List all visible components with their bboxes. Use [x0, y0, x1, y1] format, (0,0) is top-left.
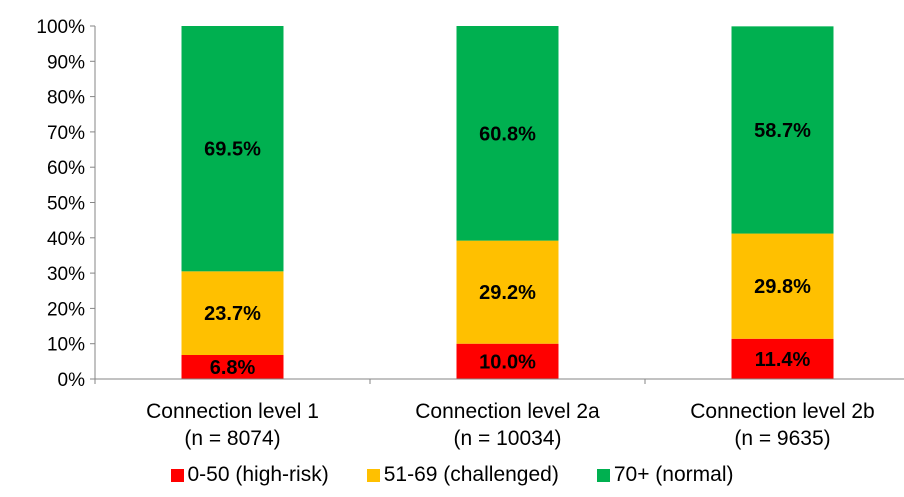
legend-swatch — [171, 469, 184, 482]
legend: 0-50 (high-risk) 51-69 (challenged) 70+ (n… — [0, 458, 904, 492]
legend-swatch — [597, 469, 610, 482]
category-sublabel: (n = 9635) — [734, 427, 830, 450]
stacked-bar-chart: 0% 10% 20% 30% 40% 50% 60% 70% 80% 90% 100% 6.8% 23… — [0, 0, 904, 460]
y-tick-label: 40% — [47, 229, 85, 250]
y-tick-label: 60% — [47, 158, 85, 179]
category-sublabel: (n = 10034) — [454, 427, 562, 450]
data-label: 10.0% — [479, 351, 536, 373]
y-tick-label: 100% — [36, 17, 85, 38]
y-tick-label: 30% — [47, 264, 85, 285]
data-label: 23.7% — [204, 303, 261, 325]
data-label: 11.4% — [755, 349, 811, 371]
legend-label: 51-69 (challenged) — [384, 463, 559, 487]
legend-label: 70+ (normal) — [614, 463, 734, 487]
legend-swatch — [367, 469, 380, 482]
y-tick-label: 80% — [47, 88, 85, 109]
x-axis: Connection level 1 (n = 8074) Connection l… — [95, 379, 904, 450]
y-tick-label: 10% — [47, 335, 85, 356]
category-label: Connection level 1 — [146, 400, 319, 423]
category-sublabel: (n = 8074) — [184, 427, 280, 450]
y-tick-label: 20% — [47, 299, 85, 320]
legend-label: 0-50 (high-risk) — [188, 463, 329, 487]
data-label: 29.2% — [479, 282, 536, 304]
category-label: Connection level 2a — [415, 400, 600, 423]
y-tick-label: 0% — [58, 370, 86, 391]
data-label: 60.8% — [479, 123, 536, 145]
legend-item: 0-50 (high-risk) — [171, 463, 329, 487]
legend-item: 70+ (normal) — [597, 463, 734, 487]
y-tick-label: 50% — [47, 194, 85, 215]
legend-item: 51-69 (challenged) — [367, 463, 559, 487]
data-label: 58.7% — [754, 120, 811, 142]
y-axis: 0% 10% 20% 30% 40% 50% 60% 70% 80% 90% 100% — [36, 17, 95, 391]
data-label: 6.8% — [210, 357, 256, 379]
data-label: 69.5% — [204, 139, 261, 161]
bars: 6.8% 23.7% 69.5% 10.0% 29.2% 60.8% 11.4% 29.8% 5… — [182, 26, 834, 379]
y-tick-label: 70% — [47, 123, 85, 144]
y-tick-label: 90% — [47, 52, 85, 73]
category-label: Connection level 2b — [690, 400, 874, 423]
data-label: 29.8% — [754, 276, 811, 298]
